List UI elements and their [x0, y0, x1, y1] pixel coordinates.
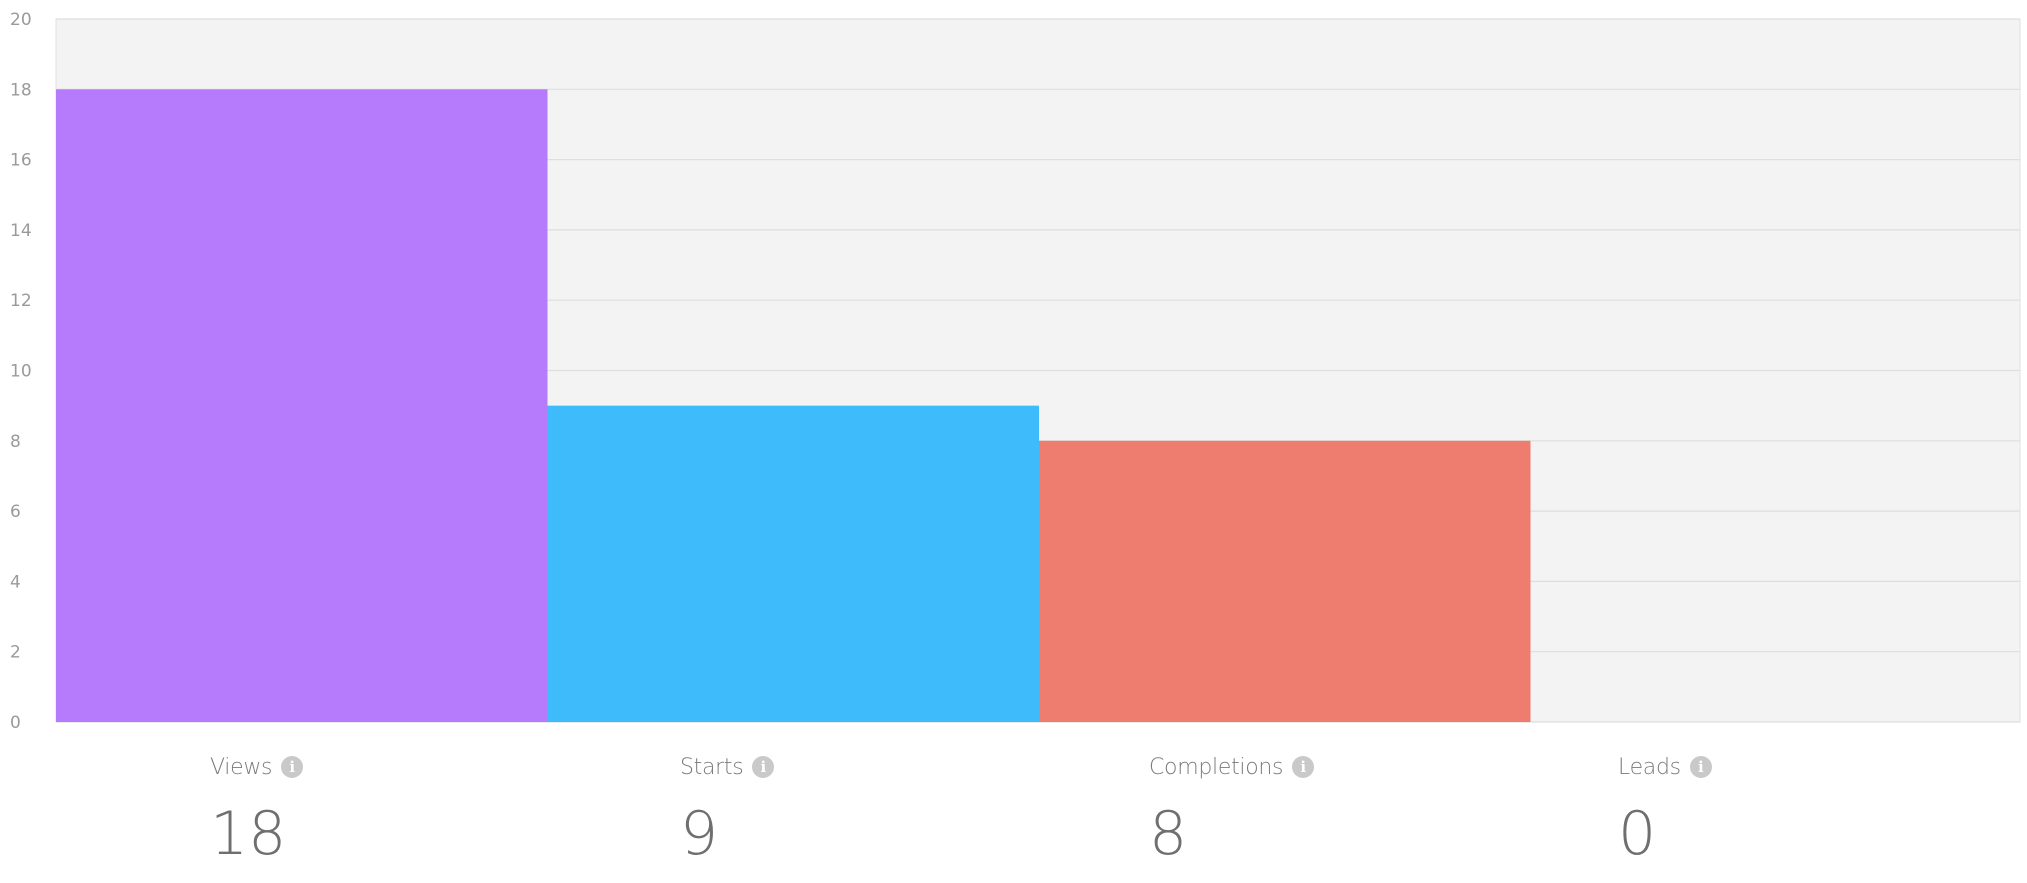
stat-completions: Completions i 8: [1149, 752, 1509, 864]
y-tick-label: 18: [10, 80, 32, 100]
stat-leads: Leads i 0: [1618, 752, 1978, 864]
y-tick-label: 12: [10, 291, 32, 311]
stat-value-leads: 0: [1618, 799, 1657, 869]
info-icon[interactable]: i: [752, 756, 775, 778]
stat-label-leads: Leads: [1618, 754, 1681, 780]
info-icon[interactable]: i: [281, 756, 304, 778]
stat-starts: Starts i 9: [680, 752, 1040, 864]
y-tick-label: 8: [10, 432, 21, 452]
bars: [56, 89, 1531, 723]
stat-label-completions: Completions: [1149, 754, 1284, 780]
y-tick-label: 16: [10, 151, 32, 171]
stat-value-views: 18: [210, 799, 287, 869]
info-icon[interactable]: i: [1689, 756, 1712, 778]
y-tick-label: 20: [10, 10, 32, 30]
y-tick-label: 6: [10, 502, 21, 522]
stat-value-starts: 9: [680, 799, 719, 869]
bar-views[interactable]: [56, 89, 548, 723]
stat-views: Views i 18: [210, 752, 570, 864]
info-icon[interactable]: i: [1292, 756, 1315, 778]
bar-starts[interactable]: [547, 405, 1040, 722]
stat-label-views: Views: [210, 754, 273, 780]
bar-completions[interactable]: [1039, 440, 1531, 722]
y-axis-ticks: 0 2 4 6 8 10 12 14 16 18 20: [10, 10, 32, 733]
y-tick-label: 0: [10, 713, 21, 733]
stat-label-starts: Starts: [680, 754, 744, 780]
y-tick-label: 4: [10, 572, 21, 592]
y-tick-label: 10: [10, 362, 32, 382]
stat-value-completions: 8: [1149, 799, 1188, 869]
y-tick-label: 2: [10, 643, 21, 663]
y-tick-label: 14: [10, 221, 32, 241]
